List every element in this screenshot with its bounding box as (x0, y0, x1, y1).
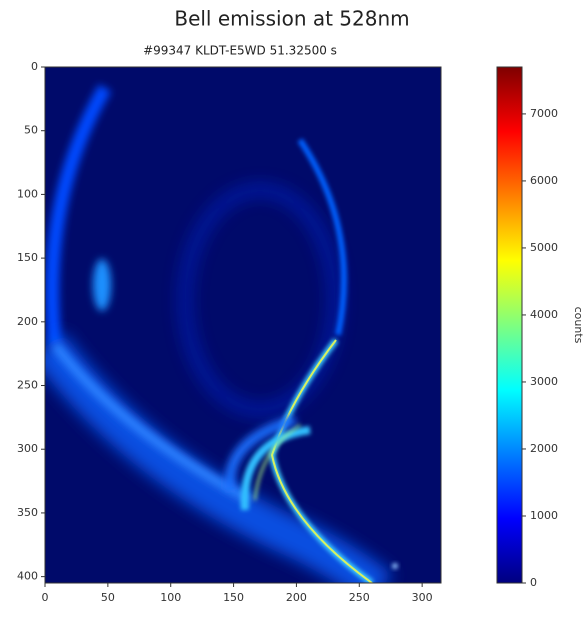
x-tick-label: 100 (160, 591, 181, 604)
x-tick-label: 150 (223, 591, 244, 604)
emission-image (45, 67, 441, 583)
x-tick-label: 300 (412, 591, 433, 604)
x-tick-label: 200 (286, 591, 307, 604)
y-tick-label: 150 (17, 251, 38, 264)
chart-subtitle: #99347 KLDT-E5WD 51.32500 s (143, 44, 337, 58)
x-tick-label: 0 (42, 591, 49, 604)
x-tick-label: 50 (101, 591, 115, 604)
colorbar-tick-label: 7000 (530, 107, 558, 120)
plot-frame (44, 66, 442, 584)
y-tick-label: 350 (17, 506, 38, 519)
y-tick-label: 0 (31, 60, 38, 73)
y-tick-label: 300 (17, 442, 38, 455)
colorbar-label: counts (572, 307, 583, 344)
y-tick-label: 250 (17, 379, 38, 392)
colorbar-tick-label: 2000 (530, 442, 558, 455)
colorbar-tick-label: 3000 (530, 375, 558, 388)
y-tick-label: 200 (17, 315, 38, 328)
y-tick-label: 100 (17, 187, 38, 200)
x-tick-label: 250 (349, 591, 370, 604)
y-tick-label: 50 (24, 124, 38, 137)
colorbar-tick-label: 0 (530, 576, 537, 589)
colorbar-tick-label: 4000 (530, 308, 558, 321)
chart-title: Bell emission at 528nm (174, 7, 409, 31)
colorbar-tick-label: 5000 (530, 241, 558, 254)
colorbar-tick-label: 1000 (530, 509, 558, 522)
colorbar (496, 66, 523, 584)
colorbar-tick-label: 6000 (530, 174, 558, 187)
y-tick-label: 400 (17, 570, 38, 583)
